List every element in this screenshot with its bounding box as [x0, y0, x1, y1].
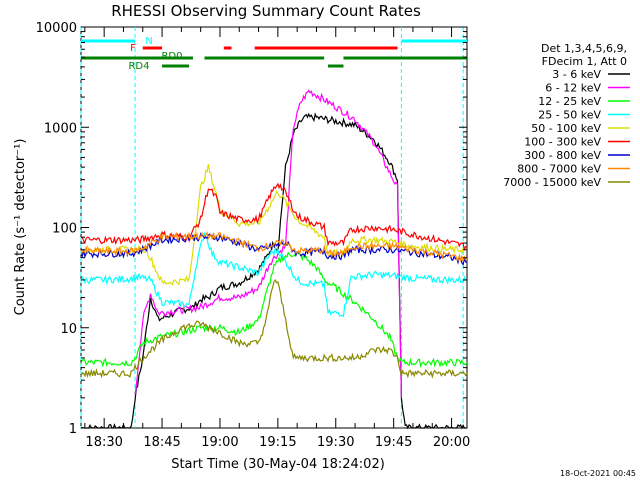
x-tick-label-19-15: 19:15	[259, 435, 296, 450]
legend-label-3-6-kev: 3 - 6 keV	[552, 68, 601, 81]
y-tick-label-1: 1	[69, 422, 77, 437]
y-tick-label-10000: 10000	[36, 21, 77, 36]
legend-header-1: FDecim 1, Att 0	[542, 55, 627, 68]
y-axis-label: Count Rate (s⁻¹ detector⁻¹)	[13, 139, 28, 316]
series-line-25-50-kev	[80, 232, 468, 318]
x-tick-label-20-00: 20:00	[433, 435, 470, 450]
series-line-12-25-kev	[80, 251, 468, 368]
flag-label-rd0: RD0	[161, 51, 182, 62]
x-tick-label-18-45: 18:45	[143, 435, 180, 450]
series-line-100-300-kev	[81, 182, 468, 251]
series-line-50-100-kev	[80, 163, 468, 286]
legend-label-50-100-kev: 50 - 100 keV	[531, 122, 601, 135]
series-line-6-12-kev	[134, 89, 402, 398]
plot-frame	[80, 26, 468, 429]
flag-label-n: N	[145, 36, 152, 47]
y-tick-label-1000: 1000	[44, 121, 77, 136]
legend-label-12-25-kev: 12 - 25 keV	[538, 95, 601, 108]
series-line-7000-15000-kev	[80, 279, 468, 379]
series-line-3-6-kev	[80, 112, 467, 430]
legend-label-25-50-kev: 25 - 50 keV	[538, 109, 601, 122]
series-line-300-800-kev	[80, 232, 468, 266]
chart-title: RHESSI Observing Summary Count Rates	[111, 2, 421, 20]
x-tick-label-19-30: 19:30	[317, 435, 354, 450]
flag-label-f: F	[130, 43, 136, 54]
legend-label-100-300-kev: 100 - 300 keV	[524, 136, 601, 149]
x-axis-label: Start Time (30-May-04 18:24:02)	[171, 457, 385, 472]
legend-label-800-7000-kev: 800 - 7000 keV	[517, 163, 601, 176]
legend-header-0: Det 1,3,4,5,6,9,	[541, 42, 627, 55]
legend-label-7000-15000-kev: 7000 - 15000 keV	[503, 176, 601, 189]
y-tick-label-10: 10	[60, 322, 77, 337]
y-tick-label-100: 100	[52, 222, 77, 237]
timestamp: 18-Oct-2021 00:45	[560, 469, 636, 478]
flag-label-rd4: RD4	[128, 61, 149, 72]
x-tick-label-19-45: 19:45	[375, 435, 412, 450]
legend-label-300-800-kev: 300 - 800 keV	[524, 149, 601, 162]
x-tick-label-19-00: 19:00	[201, 435, 238, 450]
series-line-800-7000-kev	[80, 231, 468, 263]
x-tick-label-18-30: 18:30	[85, 435, 122, 450]
legend-label-6-12-kev: 6 - 12 keV	[545, 82, 601, 95]
